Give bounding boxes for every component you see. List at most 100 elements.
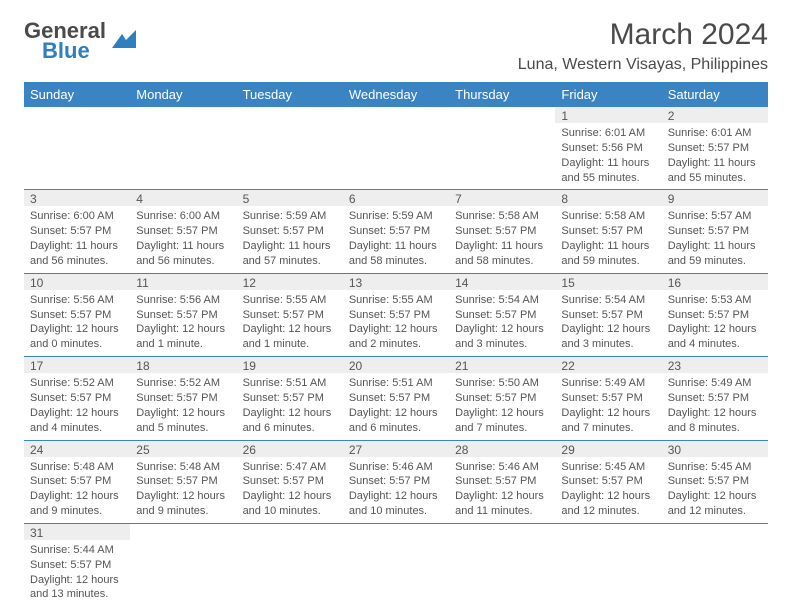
month-title: March 2024 <box>518 18 768 52</box>
day-details: Sunrise: 5:48 AMSunset: 5:57 PMDaylight:… <box>130 457 236 523</box>
sunrise-text: Sunrise: 5:54 AM <box>561 293 655 308</box>
day-number: 16 <box>662 274 768 290</box>
calendar-day-cell: 20Sunrise: 5:51 AMSunset: 5:57 PMDayligh… <box>343 357 449 440</box>
sunset-text: Sunset: 5:57 PM <box>30 224 124 239</box>
day-details: Sunrise: 5:54 AMSunset: 5:57 PMDaylight:… <box>449 290 555 356</box>
sunset-text: Sunset: 5:57 PM <box>455 308 549 323</box>
sunrise-text: Sunrise: 5:54 AM <box>455 293 549 308</box>
sunset-text: Sunset: 5:57 PM <box>561 224 655 239</box>
calendar-day-cell <box>449 107 555 190</box>
calendar-day-cell: 21Sunrise: 5:50 AMSunset: 5:57 PMDayligh… <box>449 357 555 440</box>
daylight-text: Daylight: 12 hours and 7 minutes. <box>561 406 655 436</box>
day-details: Sunrise: 5:52 AMSunset: 5:57 PMDaylight:… <box>130 373 236 439</box>
day-number <box>662 524 768 540</box>
day-number: 19 <box>237 357 343 373</box>
sunset-text: Sunset: 5:57 PM <box>561 308 655 323</box>
day-details: Sunrise: 5:50 AMSunset: 5:57 PMDaylight:… <box>449 373 555 439</box>
sunset-text: Sunset: 5:57 PM <box>455 224 549 239</box>
sunrise-text: Sunrise: 6:01 AM <box>561 126 655 141</box>
sunrise-text: Sunrise: 5:53 AM <box>668 293 762 308</box>
daylight-text: Daylight: 12 hours and 6 minutes. <box>349 406 443 436</box>
day-number: 3 <box>24 190 130 206</box>
sunrise-text: Sunrise: 5:57 AM <box>668 209 762 224</box>
day-number <box>555 524 661 540</box>
sunset-text: Sunset: 5:57 PM <box>561 474 655 489</box>
day-number: 8 <box>555 190 661 206</box>
daylight-text: Daylight: 12 hours and 5 minutes. <box>136 406 230 436</box>
calendar-day-cell <box>555 523 661 606</box>
day-details: Sunrise: 5:46 AMSunset: 5:57 PMDaylight:… <box>449 457 555 523</box>
day-number: 28 <box>449 441 555 457</box>
sunrise-text: Sunrise: 5:48 AM <box>136 460 230 475</box>
sunset-text: Sunset: 5:57 PM <box>668 391 762 406</box>
sunset-text: Sunset: 5:57 PM <box>243 474 337 489</box>
sunrise-text: Sunrise: 5:45 AM <box>561 460 655 475</box>
day-details: Sunrise: 5:47 AMSunset: 5:57 PMDaylight:… <box>237 457 343 523</box>
daylight-text: Daylight: 12 hours and 8 minutes. <box>668 406 762 436</box>
daylight-text: Daylight: 11 hours and 57 minutes. <box>243 239 337 269</box>
calendar-day-cell <box>237 523 343 606</box>
day-details: Sunrise: 5:51 AMSunset: 5:57 PMDaylight:… <box>343 373 449 439</box>
sunset-text: Sunset: 5:57 PM <box>349 474 443 489</box>
sunrise-text: Sunrise: 6:00 AM <box>136 209 230 224</box>
sunrise-text: Sunrise: 5:51 AM <box>349 376 443 391</box>
day-number: 24 <box>24 441 130 457</box>
day-number <box>343 107 449 123</box>
day-details: Sunrise: 5:57 AMSunset: 5:57 PMDaylight:… <box>662 206 768 272</box>
weekday-header: Friday <box>555 82 661 107</box>
daylight-text: Daylight: 11 hours and 58 minutes. <box>455 239 549 269</box>
weekday-header: Tuesday <box>237 82 343 107</box>
sunrise-text: Sunrise: 5:48 AM <box>30 460 124 475</box>
location-subtitle: Luna, Western Visayas, Philippines <box>518 56 768 74</box>
weekday-header: Monday <box>130 82 236 107</box>
day-number <box>449 524 555 540</box>
day-number: 17 <box>24 357 130 373</box>
sunset-text: Sunset: 5:57 PM <box>668 308 762 323</box>
daylight-text: Daylight: 12 hours and 1 minute. <box>243 322 337 352</box>
calendar-day-cell: 4Sunrise: 6:00 AMSunset: 5:57 PMDaylight… <box>130 190 236 273</box>
daylight-text: Daylight: 12 hours and 3 minutes. <box>561 322 655 352</box>
daylight-text: Daylight: 11 hours and 55 minutes. <box>668 156 762 186</box>
calendar-day-cell <box>130 523 236 606</box>
sunrise-text: Sunrise: 5:58 AM <box>561 209 655 224</box>
calendar-day-cell: 17Sunrise: 5:52 AMSunset: 5:57 PMDayligh… <box>24 357 130 440</box>
day-details: Sunrise: 6:01 AMSunset: 5:57 PMDaylight:… <box>662 123 768 189</box>
sunset-text: Sunset: 5:56 PM <box>561 141 655 156</box>
page-header: General Blue March 2024 Luna, Western Vi… <box>24 18 768 74</box>
day-details: Sunrise: 5:56 AMSunset: 5:57 PMDaylight:… <box>130 290 236 356</box>
daylight-text: Daylight: 12 hours and 3 minutes. <box>455 322 549 352</box>
calendar-day-cell: 30Sunrise: 5:45 AMSunset: 5:57 PMDayligh… <box>662 440 768 523</box>
day-number <box>130 107 236 123</box>
day-details: Sunrise: 5:59 AMSunset: 5:57 PMDaylight:… <box>237 206 343 272</box>
sunrise-text: Sunrise: 5:46 AM <box>455 460 549 475</box>
day-details: Sunrise: 5:59 AMSunset: 5:57 PMDaylight:… <box>343 206 449 272</box>
sunset-text: Sunset: 5:57 PM <box>455 391 549 406</box>
day-number: 1 <box>555 107 661 123</box>
sunset-text: Sunset: 5:57 PM <box>668 224 762 239</box>
calendar-day-cell: 31Sunrise: 5:44 AMSunset: 5:57 PMDayligh… <box>24 523 130 606</box>
sunset-text: Sunset: 5:57 PM <box>668 474 762 489</box>
day-details: Sunrise: 5:58 AMSunset: 5:57 PMDaylight:… <box>555 206 661 272</box>
sunset-text: Sunset: 5:57 PM <box>136 224 230 239</box>
calendar-week-row: 10Sunrise: 5:56 AMSunset: 5:57 PMDayligh… <box>24 273 768 356</box>
calendar-day-cell: 10Sunrise: 5:56 AMSunset: 5:57 PMDayligh… <box>24 273 130 356</box>
daylight-text: Daylight: 12 hours and 11 minutes. <box>455 489 549 519</box>
sunrise-text: Sunrise: 5:58 AM <box>455 209 549 224</box>
daylight-text: Daylight: 12 hours and 9 minutes. <box>30 489 124 519</box>
daylight-text: Daylight: 11 hours and 56 minutes. <box>30 239 124 269</box>
daylight-text: Daylight: 12 hours and 10 minutes. <box>349 489 443 519</box>
calendar-day-cell: 7Sunrise: 5:58 AMSunset: 5:57 PMDaylight… <box>449 190 555 273</box>
sunset-text: Sunset: 5:57 PM <box>30 308 124 323</box>
sunrise-text: Sunrise: 5:46 AM <box>349 460 443 475</box>
sunrise-text: Sunrise: 5:44 AM <box>30 543 124 558</box>
day-number: 21 <box>449 357 555 373</box>
calendar-day-cell <box>662 523 768 606</box>
sunrise-text: Sunrise: 5:55 AM <box>349 293 443 308</box>
calendar-day-cell: 29Sunrise: 5:45 AMSunset: 5:57 PMDayligh… <box>555 440 661 523</box>
day-details: Sunrise: 5:49 AMSunset: 5:57 PMDaylight:… <box>662 373 768 439</box>
day-number: 11 <box>130 274 236 290</box>
flag-icon <box>112 30 140 50</box>
calendar-day-cell: 11Sunrise: 5:56 AMSunset: 5:57 PMDayligh… <box>130 273 236 356</box>
day-details: Sunrise: 5:53 AMSunset: 5:57 PMDaylight:… <box>662 290 768 356</box>
day-number: 20 <box>343 357 449 373</box>
